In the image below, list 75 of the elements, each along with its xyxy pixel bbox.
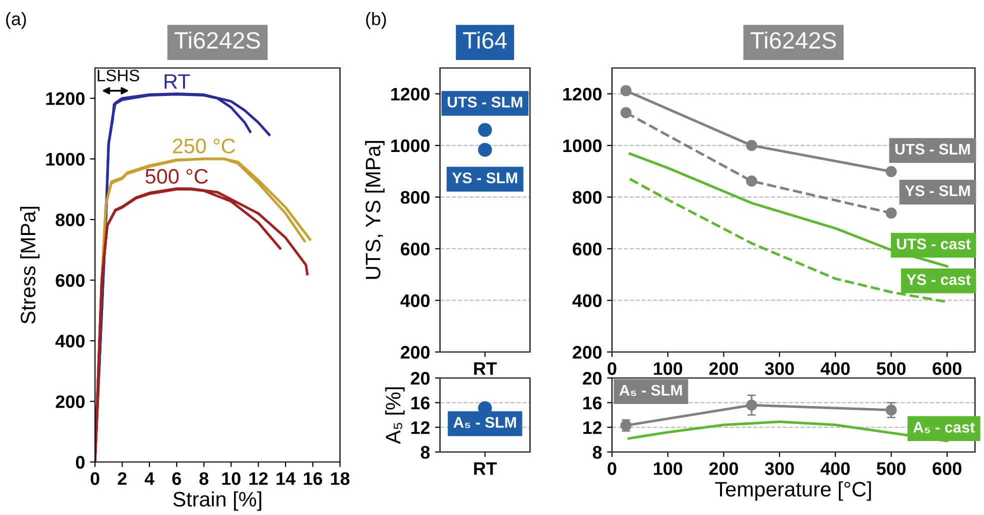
y-tick-label: 20 [582,372,602,385]
y-tick-label: 1200 [391,88,430,101]
y-tick-label: 1000 [46,152,85,166]
y-tick-label: 400 [572,294,602,308]
y-tick-label: 8 [592,446,602,459]
annotation: LSHS [98,70,140,82]
x-tick-label: 300 [764,462,794,476]
series-label: A₅ - SLM [453,416,516,428]
y-tick-label: 200 [572,346,602,359]
y-tick-label: 200 [400,346,430,359]
y-tick-label: 800 [56,213,85,226]
y-tick-label: 8 [420,446,430,459]
x-tick-label: 500 [876,362,906,375]
x-tick-label: 600 [932,462,962,475]
x-axis-title: Temperature [°C] [715,481,871,501]
y-tick-label: 400 [400,294,430,308]
x-tick-label: 16 [304,472,322,485]
x-tick-label: 12 [249,472,268,485]
series-label: UTS - cast [897,238,971,250]
x-tick-label: 600 [932,362,962,375]
y-tick-label: 12 [411,421,430,434]
chart-title: Ti6242S [750,31,836,49]
x-tick-label: RT [474,362,497,375]
y-axis-title: UTS, YS [MPa] [365,141,385,279]
x-tick-label: 18 [331,472,350,485]
x-tick-label: 0 [90,472,100,485]
y-axis-title: Stress [MPa] [20,206,40,324]
x-tick-label: 400 [820,462,850,475]
y-tick-label: 16 [411,396,430,410]
x-tick-label: 500 [876,462,906,475]
x-tick-label: 14 [276,472,296,485]
y-tick-label: 1200 [46,92,85,106]
y-tick-label: 12 [583,421,602,434]
x-tick-label: 0 [608,362,616,375]
text: (a) [6,12,26,29]
x-tick-label: 4 [144,472,154,485]
y-tick-label: 1000 [391,139,430,152]
x-tick-label: 8 [199,472,208,485]
series-label: 250 °C [172,138,236,154]
x-tick-label: 10 [222,472,240,485]
x-tick-label: 6 [172,472,182,485]
x-tick-label: 100 [654,362,682,375]
y-tick-label: 600 [400,242,430,256]
y-tick-label: 400 [55,334,85,348]
series-label: A₅ - cast [913,422,975,434]
y-tick-label: 1000 [563,139,602,152]
series-label: UTS - SLM [895,144,970,155]
series-label: UTS - SLM [448,96,522,108]
y-tick-label: 800 [572,191,602,204]
x-tick-label: RT [474,462,497,475]
series-label: A₅ - SLM [619,384,682,396]
y-tick-label: 600 [572,242,602,256]
series-label: YS - SLM [904,185,970,196]
x-tick-label: 2 [118,472,127,485]
chart-title: Ti64 [463,31,507,49]
x-tick-label: 100 [654,462,682,475]
series-label: RT [164,74,190,89]
y-axis-title: A₅ [%] [385,387,405,444]
y-tick-label: 1200 [563,88,602,101]
y-tick-label: 800 [400,191,430,204]
series-label: YS - SLM [452,172,518,184]
x-axis-title: Strain [%] [173,491,262,511]
series-label: 500 °C [146,168,208,184]
y-tick-label: 200 [56,395,85,408]
y-tick-label: 16 [583,396,602,410]
series-label: YS - cast [906,274,971,286]
x-tick-label: 200 [709,462,738,475]
x-tick-label: 400 [820,362,850,375]
x-tick-label: 200 [709,362,738,375]
x-tick-label: 300 [764,362,794,376]
y-tick-label: 600 [56,274,85,287]
y-tick-label: 20 [410,372,430,385]
text: (b) [366,12,386,29]
chart-title: Ti6242S [174,31,260,49]
x-tick-label: 0 [608,462,616,475]
